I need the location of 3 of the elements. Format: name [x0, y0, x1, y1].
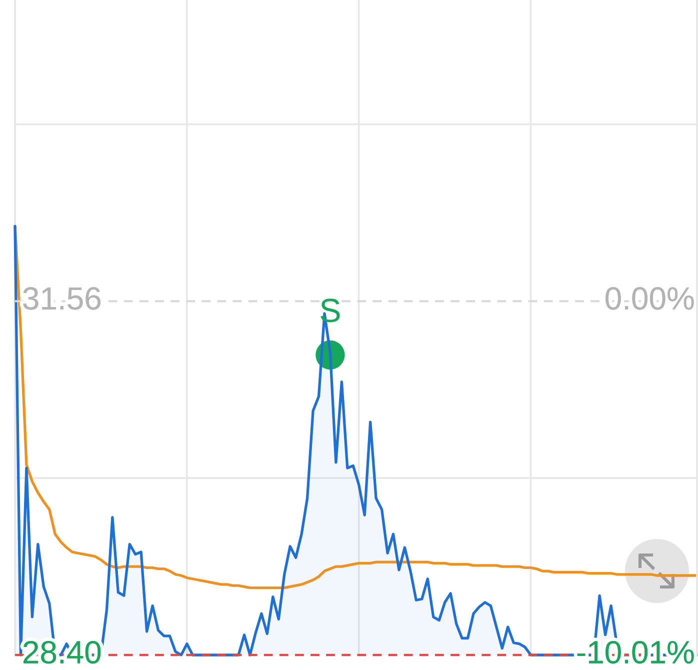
data-label: S — [320, 298, 340, 322]
y-tick-label: 31.56 — [23, 287, 100, 310]
y2-tick-label: 0.00% — [606, 287, 694, 310]
